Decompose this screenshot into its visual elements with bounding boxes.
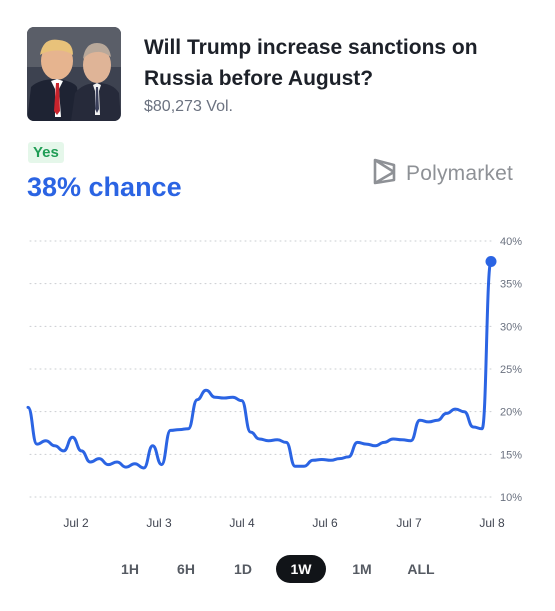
y-tick-label: 15% <box>500 449 522 461</box>
tab-1w[interactable]: 1W <box>276 555 326 583</box>
market-thumbnail <box>27 27 121 121</box>
y-tick-label: 30% <box>500 321 522 333</box>
brand-name: Polymarket <box>406 161 514 185</box>
price-chart[interactable]: 10% 15% 20% 25% 30% 35% 40% Jul 2 Jul 3 Jul 4 Jul … <box>0 225 555 535</box>
market-photo <box>27 27 121 121</box>
polymarket-logo-icon <box>372 156 398 191</box>
y-tick-label: 35% <box>500 279 522 291</box>
y-tick-label: 10% <box>500 492 522 504</box>
timeframe-tabs: 1H 6H 1D 1W 1M ALL <box>0 555 555 585</box>
outcome-badge: Yes <box>28 142 64 163</box>
series-line <box>26 260 493 470</box>
polymarket-brand[interactable]: Polymarket <box>372 156 513 191</box>
market-title[interactable]: Will Trump increase sanctions on Russia … <box>144 36 478 90</box>
chance-value: 38% chance <box>27 172 182 202</box>
tab-6h[interactable]: 6H <box>177 561 195 577</box>
x-tick-label: Jul 8 <box>479 516 505 530</box>
latest-point <box>485 255 497 267</box>
x-tick-label: Jul 7 <box>396 516 422 530</box>
x-tick-label: Jul 2 <box>63 516 89 530</box>
tab-1h[interactable]: 1H <box>121 561 139 577</box>
x-tick-label: Jul 6 <box>312 516 338 530</box>
y-tick-label: 25% <box>500 364 522 376</box>
market-volume: $80,273 Vol. <box>144 98 233 115</box>
x-tick-label: Jul 3 <box>146 516 172 530</box>
y-tick-label: 20% <box>500 407 522 419</box>
y-tick-label: 40% <box>500 236 522 248</box>
tab-all[interactable]: ALL <box>407 561 435 577</box>
tab-1m[interactable]: 1M <box>352 561 372 577</box>
tab-1d[interactable]: 1D <box>234 561 252 577</box>
x-tick-label: Jul 4 <box>229 516 255 530</box>
